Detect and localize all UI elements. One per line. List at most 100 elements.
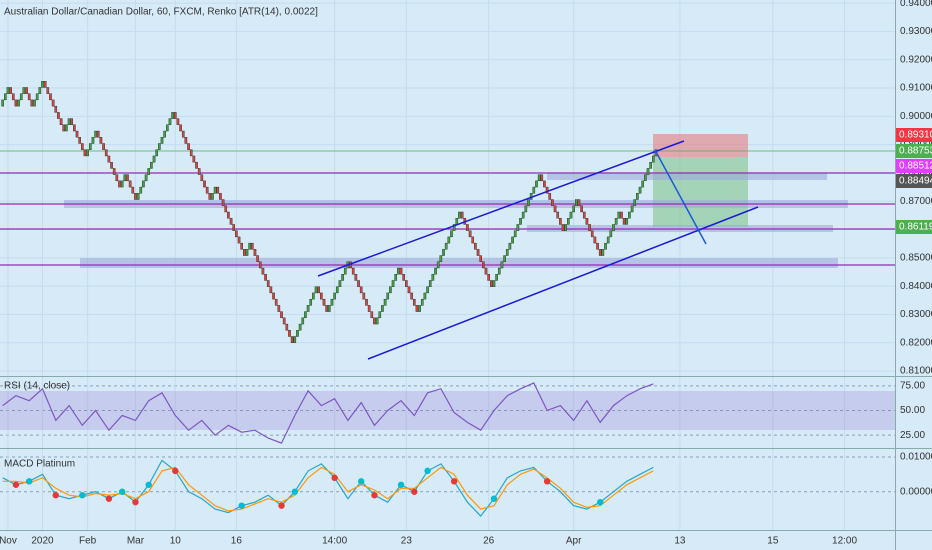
renko-brick <box>553 205 557 213</box>
renko-brick <box>490 280 493 287</box>
renko-brick <box>221 199 225 206</box>
renko-brick <box>184 137 188 144</box>
renko-brick <box>6 87 10 94</box>
zone-band <box>547 173 827 180</box>
renko-brick <box>447 236 451 244</box>
renko-brick <box>200 174 204 182</box>
renko-brick <box>147 168 151 175</box>
cross-dot <box>450 478 458 485</box>
renko-brick <box>590 230 594 238</box>
x-tick-label: 26 <box>483 536 495 547</box>
price-tag-box <box>896 174 932 188</box>
renko-brick <box>277 305 281 312</box>
renko-brick <box>11 93 15 101</box>
renko-brick <box>94 130 97 138</box>
cross-dot <box>52 492 59 499</box>
renko-brick <box>649 161 652 169</box>
renko-brick <box>285 323 289 331</box>
cross-dot <box>145 481 152 488</box>
renko-brick <box>559 218 562 225</box>
cross-dot <box>172 467 179 475</box>
renko-brick <box>564 224 567 231</box>
renko-brick <box>458 211 461 219</box>
renko-brick <box>452 224 456 231</box>
renko-brick <box>30 99 34 107</box>
renko-brick <box>394 274 398 281</box>
renko-brick <box>609 230 613 238</box>
renko-brick <box>362 292 366 300</box>
renko-brick <box>391 280 395 287</box>
renko-brick <box>466 224 469 231</box>
renko-brick <box>333 292 336 300</box>
renko-brick <box>232 224 236 231</box>
price-tags: 0.89310 0.88753 0.88512 0.88494 0.86119 <box>896 128 932 234</box>
chart-title: Australian Dollar/Canadian Dollar, 60, F… <box>4 7 318 18</box>
renko-brick <box>328 305 331 312</box>
zone-band <box>80 258 838 268</box>
renko-brick <box>46 87 50 94</box>
renko-brick <box>258 261 262 269</box>
renko-brick <box>208 193 212 200</box>
renko-brick <box>99 137 103 144</box>
price-tag: 0.88753 <box>899 146 932 157</box>
renko-brick <box>471 236 475 244</box>
renko-brick <box>503 255 506 262</box>
renko-brick <box>128 180 132 188</box>
renko-brick <box>644 174 647 182</box>
renko-brick <box>617 211 621 219</box>
renko-brick <box>359 286 363 294</box>
renko-brick <box>444 242 448 250</box>
cross-dot <box>291 488 298 495</box>
renko-brick <box>351 267 355 275</box>
renko-brick <box>577 199 581 206</box>
cross-dot <box>490 495 498 502</box>
renko-brick <box>622 218 626 225</box>
renko-brick <box>569 211 573 219</box>
renko-brick <box>306 305 310 312</box>
projection-line <box>654 149 707 245</box>
renko-brick <box>229 218 233 225</box>
y-tick-label: 0.00000 <box>900 486 932 497</box>
x-tick-label: 23 <box>401 536 413 547</box>
indicator-marks <box>2 382 654 518</box>
renko-brick <box>248 242 251 250</box>
renko-brick <box>224 205 228 213</box>
renko-brick <box>389 286 392 294</box>
cross-dot <box>543 478 551 485</box>
renko-brick <box>604 242 607 250</box>
renko-brick <box>630 205 634 213</box>
indicator-line <box>2 382 654 444</box>
renko-brick <box>357 280 360 287</box>
renko-brick <box>144 174 148 182</box>
renko-brick <box>620 211 623 219</box>
renko-brick <box>150 161 153 169</box>
renko-brick <box>588 224 591 231</box>
renko-brick <box>516 224 520 231</box>
rsi-band <box>0 391 895 430</box>
renko-brick <box>67 118 71 126</box>
renko-brick <box>418 305 421 312</box>
renko-brick <box>487 274 490 281</box>
renko-brick <box>575 199 578 206</box>
renko-brick <box>450 230 453 238</box>
renko-brick <box>107 155 111 163</box>
renko-brick <box>163 130 166 138</box>
renko-brick <box>274 298 278 306</box>
renko-brick <box>171 112 174 119</box>
renko-brick <box>561 224 565 231</box>
x-tick-label: 14:00 <box>322 536 347 547</box>
renko-brick <box>532 186 536 194</box>
renko-brick <box>442 249 445 256</box>
renko-brick <box>636 193 639 200</box>
renko-brick <box>54 105 58 113</box>
renko-brick <box>22 87 26 94</box>
renko-brick <box>596 242 599 250</box>
renko-brick <box>415 305 419 312</box>
renko-brick <box>118 180 121 188</box>
channel-line <box>367 206 759 360</box>
renko-brick <box>264 274 267 281</box>
